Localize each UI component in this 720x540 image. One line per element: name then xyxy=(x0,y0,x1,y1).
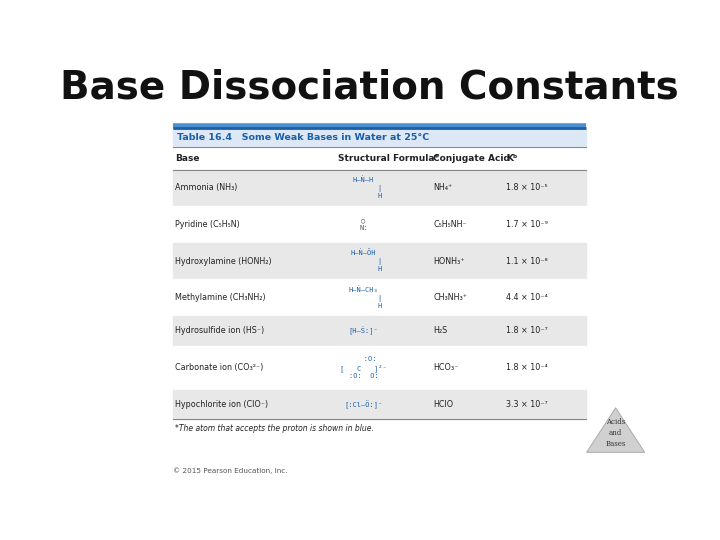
Text: H—Ṅ—CH₃
        |
        H: H—Ṅ—CH₃ | H xyxy=(344,286,383,309)
Text: Hydrosulfide ion (HS⁻): Hydrosulfide ion (HS⁻) xyxy=(176,326,265,335)
Text: [:Cl—Ö:]⁻: [:Cl—Ö:]⁻ xyxy=(344,400,383,409)
Text: NH₄⁺: NH₄⁺ xyxy=(433,184,453,192)
Text: 4.4 × 10⁻⁴: 4.4 × 10⁻⁴ xyxy=(505,293,547,302)
Bar xyxy=(173,170,585,206)
Text: 1.8 × 10⁻⁷: 1.8 × 10⁻⁷ xyxy=(505,326,547,335)
Text: HCO₃⁻: HCO₃⁻ xyxy=(433,363,459,372)
Text: 1.8 × 10⁻⁴: 1.8 × 10⁻⁴ xyxy=(505,363,547,372)
Text: H—Ṅ—H
        |
        H: H—Ṅ—H | H xyxy=(344,177,383,199)
Bar xyxy=(173,346,585,389)
Text: C₅H₅NH⁻: C₅H₅NH⁻ xyxy=(433,220,467,229)
Bar xyxy=(173,389,585,420)
Text: CH₃NH₃⁺: CH₃NH₃⁺ xyxy=(433,293,467,302)
Text: 1.7 × 10⁻⁹: 1.7 × 10⁻⁹ xyxy=(505,220,548,229)
Text: Hypochlorite ion (ClO⁻): Hypochlorite ion (ClO⁻) xyxy=(176,400,269,409)
Text: HClO: HClO xyxy=(433,400,454,409)
Text: 1.1 × 10⁻⁸: 1.1 × 10⁻⁸ xyxy=(505,256,547,266)
Text: H—Ṅ—ÖH
        |
        H: H—Ṅ—ÖH | H xyxy=(344,249,383,273)
Text: Methylamine (CH₃NH₂): Methylamine (CH₃NH₂) xyxy=(176,293,266,302)
Text: ○
N:: ○ N: xyxy=(359,218,368,231)
Bar xyxy=(173,147,585,170)
Bar xyxy=(173,316,585,346)
Text: Conjugate Acid: Conjugate Acid xyxy=(433,154,510,163)
Text: Base Dissociation Constants: Base Dissociation Constants xyxy=(60,69,678,107)
Bar xyxy=(173,206,585,243)
Text: Acids
and
Bases: Acids and Bases xyxy=(606,418,626,448)
Text: Ammonia (NH₃): Ammonia (NH₃) xyxy=(176,184,238,192)
Text: Carbonate ion (CO₃²⁻): Carbonate ion (CO₃²⁻) xyxy=(176,363,264,372)
Text: H₂S: H₂S xyxy=(433,326,448,335)
Text: Hydroxylamine (HONH₂): Hydroxylamine (HONH₂) xyxy=(176,256,272,266)
Polygon shape xyxy=(587,408,644,453)
Text: [H—Ṡ:]⁻: [H—Ṡ:]⁻ xyxy=(348,327,379,335)
Text: HONH₃⁺: HONH₃⁺ xyxy=(433,256,465,266)
Text: *The atom that accepts the proton is shown in blue.: *The atom that accepts the proton is sho… xyxy=(176,424,374,433)
Bar xyxy=(173,129,585,147)
Text: 3.3 × 10⁻⁷: 3.3 × 10⁻⁷ xyxy=(505,400,547,409)
Text: Base: Base xyxy=(176,154,200,163)
Text: Structural Formula*: Structural Formula* xyxy=(338,154,440,163)
Text: Pyridine (C₅H₅N): Pyridine (C₅H₅N) xyxy=(176,220,240,229)
Text: © 2015 Pearson Education, Inc.: © 2015 Pearson Education, Inc. xyxy=(173,467,287,474)
Bar xyxy=(173,279,585,316)
Bar xyxy=(173,243,585,279)
Text: :O:
[   C   ]²⁻
:O:  O:: :O: [ C ]²⁻ :O: O: xyxy=(341,356,387,379)
Text: 1.8 × 10⁻⁵: 1.8 × 10⁻⁵ xyxy=(505,184,547,192)
Text: Table 16.4   Some Weak Bases in Water at 25°C: Table 16.4 Some Weak Bases in Water at 2… xyxy=(177,133,429,143)
Text: Kᵇ: Kᵇ xyxy=(505,154,517,163)
